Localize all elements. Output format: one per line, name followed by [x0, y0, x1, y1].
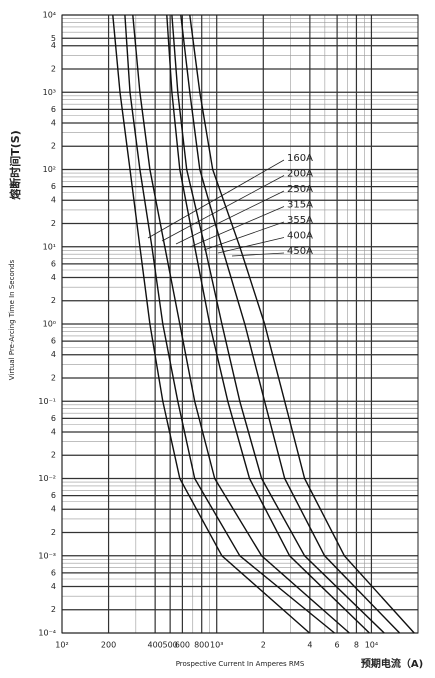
x-tick-label: 10² [55, 641, 68, 650]
y-tick-label: 2 [51, 296, 56, 305]
curve [189, 14, 415, 634]
x-tick-label: 200 [101, 641, 116, 650]
y-tick-label: 6 [51, 414, 56, 423]
y-tick-label: 10¹ [43, 242, 56, 251]
curve [171, 14, 385, 634]
legend-leader [189, 206, 285, 248]
curve [112, 14, 310, 634]
legend-leader [203, 221, 285, 251]
legend-label: 160A [287, 153, 313, 164]
y-tick-label: 2 [51, 142, 56, 151]
x-tick-label: 10³ [210, 641, 223, 650]
y-tick-label: 2 [51, 528, 56, 537]
x-tick-label: 4 [307, 641, 312, 650]
curve [166, 14, 370, 634]
y-tick-label: 2 [51, 64, 56, 73]
y-tick-label: 4 [51, 273, 56, 282]
x-tick-label: 10⁴ [365, 641, 378, 650]
legend-label: 355A [287, 215, 313, 226]
y-tick-label: 2 [51, 451, 56, 460]
y-tick-label: 4 [51, 505, 56, 514]
y-tick-label: 6 [51, 105, 56, 114]
x-tick-label: 6 [335, 641, 340, 650]
legend-leader [231, 252, 285, 257]
x-tick-label: 400 [148, 641, 163, 650]
y-title: 熔断时间T(S) [8, 130, 22, 199]
x-title-en: Prospective Current In Amperes RMS [176, 660, 305, 668]
legend-leader [217, 237, 285, 254]
x-tick-label: 800 [194, 641, 209, 650]
y-tick-label: 6 [51, 182, 56, 191]
curve [124, 14, 335, 634]
legend-label: 200A [287, 169, 313, 180]
legend-leader [161, 175, 285, 242]
x-tick-label: 600 [175, 641, 190, 650]
y-tick-label: 5 [51, 34, 56, 43]
x-tick-label: 2 [261, 641, 266, 650]
y-tick-label: 10⁻⁴ [38, 629, 56, 638]
y-tick-label: 6 [51, 568, 56, 577]
plot-frame [61, 14, 419, 634]
x-tick-label: 500 [162, 641, 177, 650]
y-tick-label: 10⁻² [38, 474, 56, 483]
y-tick-label: 6 [51, 337, 56, 346]
y-tick-label: 4 [51, 41, 56, 50]
legend-label: 450A [287, 246, 313, 257]
legend-leader [147, 159, 285, 239]
legend-label: 250A [287, 184, 313, 195]
y-tick-label: 4 [51, 350, 56, 359]
y-tick-label: 4 [51, 196, 56, 205]
y-tick-label: 6 [51, 259, 56, 268]
legend-label: 400A [287, 231, 313, 242]
y-tick-label: 4 [51, 582, 56, 591]
y-tick-label: 6 [51, 491, 56, 500]
y-title-en: Virtual Pre-Arcing Time In Seconds [8, 259, 16, 380]
legend-label: 315A [287, 200, 313, 211]
y-tick-label: 10⁻³ [38, 551, 56, 560]
y-tick-label: 2 [51, 373, 56, 382]
x-title: 预期电流（A) [361, 657, 423, 670]
y-tick-label: 2 [51, 605, 56, 614]
y-tick-label: 10⁻¹ [38, 397, 56, 406]
curve [180, 14, 401, 634]
x-tick-label: 8 [354, 641, 359, 650]
y-tick-label: 10⁰ [43, 320, 56, 329]
y-tick-label: 10² [43, 165, 56, 174]
y-tick-label: 10³ [43, 88, 56, 97]
curve [132, 14, 350, 634]
y-tick-label: 10⁴ [43, 11, 56, 20]
y-tick-label: 4 [51, 118, 56, 127]
y-tick-label: 4 [51, 427, 56, 436]
y-tick-label: 2 [51, 219, 56, 228]
